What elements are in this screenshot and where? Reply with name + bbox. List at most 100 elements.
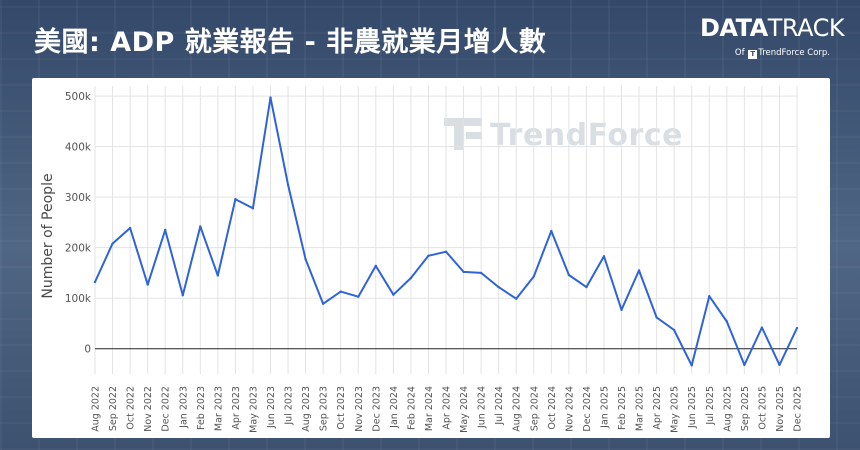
x-axis-ticks: Aug 2022 Sep 2022 Oct 2022 Nov 2022 Dec 2022… bbox=[91, 386, 804, 433]
header: 美國: ADP 就業報告 - 非農就業月增人數 DATATRACK Of T Tr… bbox=[0, 0, 860, 78]
y-axis-label: Number of People bbox=[40, 173, 56, 298]
x-tick-label: Nov 2024 bbox=[564, 386, 575, 432]
data-point bbox=[532, 275, 535, 278]
x-tick-label: Mar 2024 bbox=[424, 386, 435, 431]
x-tick-label: Aug 2022 bbox=[91, 386, 102, 432]
x-tick-label: Dec 2025 bbox=[793, 386, 804, 432]
x-tick-label: Mar 2025 bbox=[635, 386, 646, 431]
data-point bbox=[515, 297, 518, 300]
data-point bbox=[146, 283, 149, 286]
data-point bbox=[620, 308, 623, 312]
data-points bbox=[93, 96, 799, 367]
y-tick-label: 300k bbox=[65, 192, 92, 204]
page-title: 美國: ADP 就業報告 - 非農就業月增人數 bbox=[34, 27, 547, 58]
x-tick-label: Sep 2025 bbox=[740, 386, 751, 431]
x-tick-label: Jul 2023 bbox=[284, 386, 295, 426]
y-tick-label: 200k bbox=[65, 243, 92, 255]
x-tick-label: Nov 2022 bbox=[143, 386, 154, 432]
y-tick-label: 0 bbox=[84, 344, 91, 356]
x-tick-label: Feb 2024 bbox=[406, 386, 417, 430]
y-tick-label: 100k bbox=[65, 293, 92, 305]
data-point bbox=[427, 254, 430, 257]
x-tick-label: Apr 2023 bbox=[231, 386, 242, 430]
gridlines bbox=[94, 86, 798, 374]
data-point bbox=[497, 285, 500, 289]
x-tick-label: Aug 2024 bbox=[512, 386, 523, 432]
data-point bbox=[550, 229, 553, 233]
data-point bbox=[690, 364, 693, 367]
data-point bbox=[479, 271, 483, 275]
x-tick-label: Oct 2022 bbox=[126, 386, 137, 430]
x-tick-label: Oct 2025 bbox=[757, 386, 768, 430]
data-point bbox=[567, 273, 571, 277]
brand-sub-name: TrendForce Corp. bbox=[758, 48, 830, 58]
x-tick-label: Jul 2024 bbox=[494, 386, 505, 426]
x-tick-label: Nov 2023 bbox=[354, 386, 365, 432]
data-point bbox=[321, 302, 325, 305]
x-tick-label: Mar 2023 bbox=[213, 386, 224, 431]
x-tick-label: Apr 2025 bbox=[652, 386, 663, 430]
data-point bbox=[795, 326, 799, 330]
x-tick-label: Dec 2023 bbox=[371, 386, 382, 432]
data-point bbox=[778, 363, 781, 367]
data-point bbox=[655, 316, 658, 319]
brand-sub-prefix: Of bbox=[734, 48, 745, 58]
data-point bbox=[760, 326, 764, 329]
x-tick-label: Sep 2022 bbox=[108, 386, 119, 431]
line-chart: 0 100k 200k 300k 400k 500k Aug 2022 Sep 2022 Oc… bbox=[40, 86, 804, 433]
data-point bbox=[585, 285, 588, 289]
x-tick-label: Feb 2023 bbox=[196, 386, 207, 430]
x-tick-label: Jun 2023 bbox=[266, 386, 277, 429]
data-point bbox=[462, 270, 465, 274]
x-tick-label: Jun 2024 bbox=[477, 386, 488, 429]
x-tick-label: Sep 2023 bbox=[319, 386, 330, 431]
x-tick-label: May 2024 bbox=[459, 386, 470, 433]
data-point bbox=[357, 295, 360, 298]
brand-part1: DATA bbox=[700, 14, 768, 42]
brand-subtitle: Of T TrendForce Corp. bbox=[700, 48, 830, 59]
x-tick-label: Jan 2025 bbox=[599, 386, 610, 429]
data-point bbox=[374, 264, 377, 268]
data-point bbox=[128, 226, 132, 230]
x-tick-label: Dec 2024 bbox=[582, 386, 593, 432]
data-point bbox=[672, 328, 676, 332]
x-tick-label: Apr 2024 bbox=[442, 386, 453, 430]
x-tick-label: Aug 2023 bbox=[301, 386, 312, 432]
x-tick-label: Jan 2023 bbox=[178, 386, 189, 429]
data-point bbox=[339, 290, 342, 293]
x-tick-label: May 2023 bbox=[248, 386, 259, 433]
data-point bbox=[409, 276, 413, 280]
datatrack-logo: DATATRACK Of T TrendForce Corp. bbox=[700, 14, 845, 64]
brand-part2: TRACK bbox=[767, 14, 845, 42]
x-tick-label: Feb 2025 bbox=[617, 386, 628, 430]
x-tick-label: Oct 2023 bbox=[336, 386, 347, 430]
trendforce-watermark-icon bbox=[444, 118, 482, 150]
x-tick-label: May 2025 bbox=[670, 386, 681, 433]
x-tick-label: Dec 2022 bbox=[161, 386, 172, 432]
x-tick-label: Jan 2024 bbox=[389, 386, 400, 429]
data-point bbox=[181, 293, 184, 297]
data-point bbox=[216, 274, 220, 277]
data-point bbox=[444, 250, 448, 253]
x-tick-label: Jul 2025 bbox=[705, 386, 716, 426]
data-point bbox=[111, 242, 114, 245]
data-point bbox=[708, 294, 711, 298]
x-tick-label: Nov 2025 bbox=[775, 386, 786, 432]
y-tick-label: 400k bbox=[65, 142, 92, 154]
y-axis-ticks: 0 100k 200k 300k 400k 500k bbox=[65, 91, 92, 356]
data-point bbox=[286, 183, 290, 187]
data-point bbox=[93, 280, 97, 284]
data-point bbox=[251, 207, 255, 210]
y-tick-label: 500k bbox=[65, 91, 92, 103]
chart-panel: TrendForce 0 100k 200k 300k 400k 500k Aug 202… bbox=[32, 78, 830, 438]
x-tick-label: Sep 2024 bbox=[529, 386, 540, 431]
x-tick-label: Jun 2025 bbox=[687, 386, 698, 429]
data-point bbox=[304, 258, 307, 261]
data-point bbox=[199, 225, 202, 228]
data-point bbox=[392, 293, 395, 296]
x-tick-label: Aug 2025 bbox=[722, 386, 733, 432]
data-point bbox=[164, 228, 167, 232]
data-point bbox=[743, 363, 746, 367]
data-point bbox=[234, 197, 237, 201]
trendforce-mark-icon: T bbox=[748, 50, 758, 59]
